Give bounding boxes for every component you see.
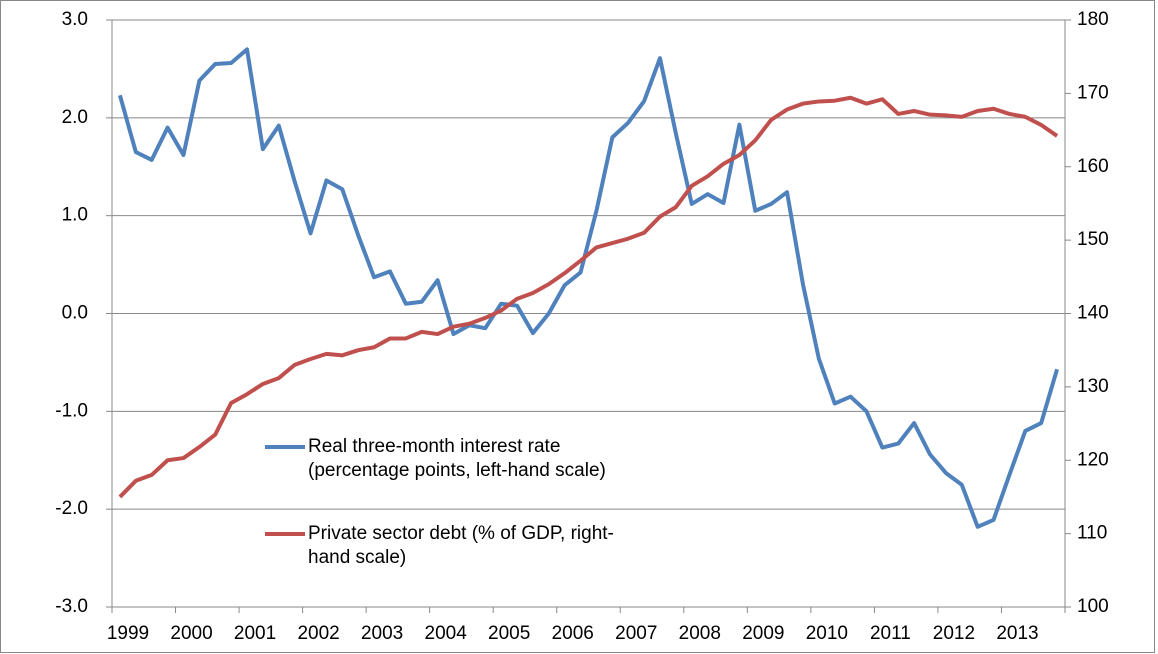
x-tick-label: 2003 <box>361 623 403 644</box>
y2-tick-label: 150 <box>1077 229 1109 250</box>
y2-tick-label: 120 <box>1077 449 1109 470</box>
y2-tick-label: 130 <box>1077 376 1109 397</box>
y-tick-label: 2.0 <box>62 107 88 128</box>
y2-tick-label: 110 <box>1077 523 1107 544</box>
x-tick-label: 2006 <box>552 623 594 644</box>
y-tick-label: -2.0 <box>55 498 88 519</box>
x-tick-label: 2013 <box>996 623 1038 644</box>
x-tick-label: 2005 <box>488 623 530 644</box>
y-tick-label: -3.0 <box>55 596 88 617</box>
y2-tick-label: 180 <box>1077 9 1109 30</box>
x-tick-label: 2008 <box>679 623 721 644</box>
y2-tick-label: 100 <box>1077 596 1109 617</box>
x-tick-label: 2009 <box>742 623 784 644</box>
x-tick-label: 2004 <box>425 623 468 644</box>
x-tick-label: 2011 <box>870 623 911 644</box>
x-tick-label: 2007 <box>615 623 657 644</box>
x-tick-label: 2010 <box>806 623 848 644</box>
y2-tick-label: 160 <box>1077 156 1109 177</box>
x-tick-label: 2000 <box>170 623 212 644</box>
x-tick-label: 1999 <box>107 623 149 644</box>
y2-tick-label: 170 <box>1077 82 1109 103</box>
y-tick-label: 1.0 <box>62 205 88 226</box>
y-tick-label: -1.0 <box>55 400 88 421</box>
legend-label: Real three-month interest rate (percenta… <box>308 436 606 481</box>
x-tick-label: 2012 <box>933 623 975 644</box>
y-tick-label: 0.0 <box>62 303 88 324</box>
x-tick-label: 2001 <box>234 623 276 644</box>
x-tick-label: 2002 <box>297 623 339 644</box>
series-line <box>118 47 1059 529</box>
legend-label: Private sector debt (% of GDP, right- ha… <box>308 523 614 568</box>
series-line <box>118 95 1059 499</box>
y2-tick-label: 140 <box>1077 303 1109 324</box>
y-tick-label: 3.0 <box>62 9 88 30</box>
